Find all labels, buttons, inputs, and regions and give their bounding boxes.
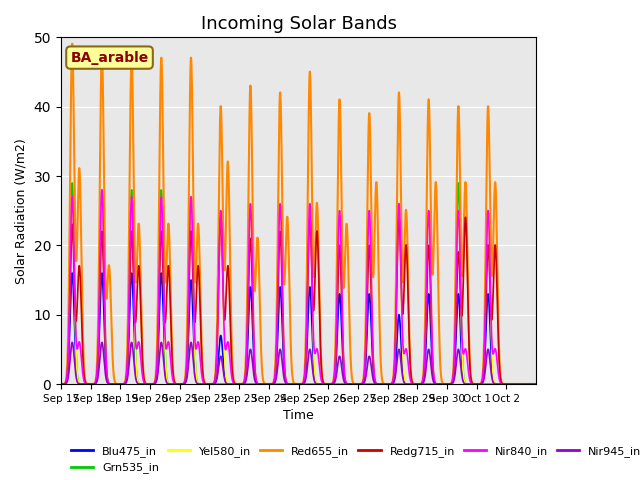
Red655_in xyxy=(460,233,468,239)
Red655_in xyxy=(68,41,76,47)
Yel580_in xyxy=(527,381,535,387)
Blu475_in xyxy=(68,270,76,276)
Text: BA_arable: BA_arable xyxy=(70,50,148,65)
Nir840_in xyxy=(527,381,535,387)
Nir840_in xyxy=(401,349,409,355)
Line: Yel580_in: Yel580_in xyxy=(61,197,536,384)
Redg715_in xyxy=(401,266,408,272)
Redg715_in xyxy=(460,268,467,274)
Grn535_in xyxy=(359,381,367,387)
Nir945_in xyxy=(527,381,535,387)
Redg715_in xyxy=(532,381,540,387)
Yel580_in xyxy=(532,381,540,387)
Redg715_in xyxy=(431,380,439,385)
Blu475_in xyxy=(431,381,439,386)
Yel580_in xyxy=(431,380,439,385)
Nir945_in xyxy=(401,381,409,386)
Red655_in xyxy=(359,378,367,384)
Nir945_in xyxy=(460,380,468,385)
Grn535_in xyxy=(532,381,540,387)
Line: Nir945_in: Nir945_in xyxy=(61,342,536,384)
Nir840_in xyxy=(154,312,162,318)
Grn535_in xyxy=(431,381,439,387)
Y-axis label: Solar Radiation (W/m2): Solar Radiation (W/m2) xyxy=(15,138,28,284)
Line: Redg715_in: Redg715_in xyxy=(61,217,536,384)
Nir840_in xyxy=(460,351,468,357)
Red655_in xyxy=(532,381,540,387)
Line: Nir840_in: Nir840_in xyxy=(61,190,536,384)
Redg715_in xyxy=(57,381,65,387)
Yel580_in xyxy=(401,378,409,384)
Nir840_in xyxy=(431,380,439,385)
Nir945_in xyxy=(359,381,367,386)
Grn535_in xyxy=(401,381,409,387)
Nir840_in xyxy=(57,381,65,387)
Grn535_in xyxy=(154,310,162,315)
Line: Blu475_in: Blu475_in xyxy=(61,273,536,384)
Nir840_in xyxy=(532,381,540,387)
Grn535_in xyxy=(460,375,468,381)
Nir840_in xyxy=(359,379,367,385)
X-axis label: Time: Time xyxy=(283,409,314,422)
Legend: Blu475_in, Grn535_in, Yel580_in, Red655_in, Redg715_in, Nir840_in, Nir945_in: Blu475_in, Grn535_in, Yel580_in, Red655_… xyxy=(67,442,640,478)
Redg715_in xyxy=(154,331,162,336)
Grn535_in xyxy=(268,381,275,387)
Redg715_in xyxy=(359,380,367,386)
Redg715_in xyxy=(461,215,469,220)
Red655_in xyxy=(527,381,535,387)
Blu475_in xyxy=(527,381,535,387)
Yel580_in xyxy=(154,312,162,318)
Nir945_in xyxy=(532,381,540,387)
Blu475_in xyxy=(359,380,367,386)
Red655_in xyxy=(401,230,409,236)
Grn535_in xyxy=(57,381,65,387)
Yel580_in xyxy=(359,379,367,385)
Nir945_in xyxy=(154,366,162,372)
Red655_in xyxy=(431,187,439,192)
Red655_in xyxy=(57,381,65,387)
Redg715_in xyxy=(527,381,535,387)
Title: Incoming Solar Bands: Incoming Solar Bands xyxy=(200,15,397,33)
Nir945_in xyxy=(431,381,439,386)
Red655_in xyxy=(154,261,162,267)
Nir945_in xyxy=(57,381,65,387)
Grn535_in xyxy=(68,180,76,186)
Line: Grn535_in: Grn535_in xyxy=(61,183,536,384)
Line: Red655_in: Red655_in xyxy=(61,44,536,384)
Nir840_in xyxy=(98,187,106,193)
Nir945_in xyxy=(68,339,76,345)
Grn535_in xyxy=(527,381,535,387)
Blu475_in xyxy=(401,380,409,385)
Blu475_in xyxy=(460,378,468,384)
Blu475_in xyxy=(532,381,540,387)
Blu475_in xyxy=(57,381,65,387)
Yel580_in xyxy=(460,374,468,380)
Yel580_in xyxy=(57,381,65,387)
Blu475_in xyxy=(154,340,162,346)
Yel580_in xyxy=(68,194,76,200)
